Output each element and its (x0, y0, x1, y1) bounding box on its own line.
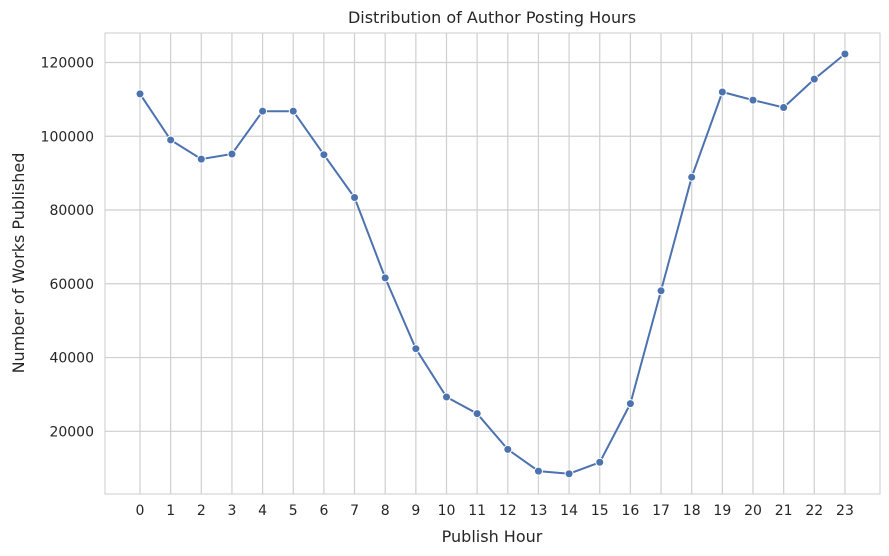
chart-title: Distribution of Author Posting Hours (348, 8, 636, 27)
data-point (595, 457, 605, 467)
x-tick-label: 8 (381, 503, 390, 519)
data-point (196, 154, 206, 164)
data-point (625, 399, 635, 409)
x-tick-label: 16 (621, 503, 639, 519)
y-tick-label: 60000 (49, 277, 94, 293)
series-line (139, 53, 846, 475)
series-markers (135, 49, 850, 479)
x-tick-label: 23 (836, 503, 854, 519)
x-tick-label: 7 (350, 503, 359, 519)
x-tick-label: 3 (227, 503, 236, 519)
data-point (227, 149, 237, 159)
x-tick-label: 18 (683, 503, 701, 519)
data-point (503, 444, 513, 454)
data-point (166, 135, 176, 145)
y-axis-label: Number of Works Published (9, 153, 28, 374)
plot-frame (104, 32, 881, 495)
data-point (717, 87, 727, 97)
x-tick-label: 19 (713, 503, 731, 519)
x-tick-label: 13 (530, 503, 548, 519)
x-tick-label: 22 (805, 503, 823, 519)
x-tick-label: 15 (591, 503, 609, 519)
x-tick-label: 5 (289, 503, 298, 519)
x-tick-label: 12 (499, 503, 517, 519)
data-point (809, 74, 819, 84)
x-tick-label: 4 (258, 503, 267, 519)
data-point (411, 344, 421, 354)
data-point (258, 106, 268, 116)
x-tick-label: 14 (560, 503, 578, 519)
data-point (656, 286, 666, 296)
x-tick-label: 21 (775, 503, 793, 519)
x-axis-label: Publish Hour (442, 527, 543, 546)
y-tick-label: 20000 (49, 424, 94, 440)
y-tick-label: 120000 (41, 56, 94, 72)
data-point (350, 192, 360, 202)
x-tick-label: 0 (136, 503, 145, 519)
data-point (442, 392, 451, 402)
data-point (748, 95, 758, 105)
x-tick-labels: 0 1 2 3 4 5 6 7 8 9 10 11 12 13 14 15 16 17 18 19 20 21 22 23 (136, 503, 854, 519)
x-tick-label: 1 (166, 503, 175, 519)
x-tick-label: 17 (652, 503, 670, 519)
y-tick-label: 80000 (49, 203, 94, 219)
y-tick-label: 100000 (41, 129, 94, 145)
x-tick-label: 10 (438, 503, 456, 519)
data-point (779, 102, 789, 112)
data-point (687, 172, 697, 182)
x-tick-label: 6 (319, 503, 328, 519)
data-point (840, 49, 850, 59)
data-point (319, 150, 329, 160)
x-tick-label: 20 (744, 503, 762, 519)
y-tick-labels: 20000 40000 60000 80000 100000 120000 (41, 56, 94, 441)
data-point (288, 106, 298, 116)
x-tick-label: 9 (411, 503, 420, 519)
y-tick-label: 40000 (49, 351, 94, 367)
data-point (533, 466, 543, 476)
data-point (472, 409, 482, 419)
x-tick-label: 2 (197, 503, 206, 519)
data-point (380, 273, 390, 283)
x-tick-label: 11 (468, 503, 486, 519)
data-point (135, 89, 145, 99)
data-point (564, 469, 574, 479)
